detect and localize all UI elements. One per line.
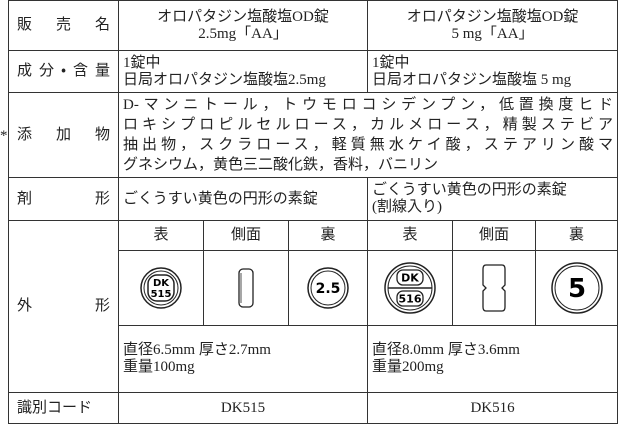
tablet-mark: 516 (399, 293, 422, 306)
label: 添加物 (8, 92, 119, 178)
line: 1錠中 (123, 54, 161, 71)
tablet-back: 2.5 (307, 267, 349, 309)
cell: D-マンニトール，トウモロコシデンプン，低置換度ヒド ロキシプロピルセルロース，… (117, 92, 619, 178)
line: グネシウム，黄色三二酸化鉄，香料，バニリン (123, 157, 439, 173)
label: 成分・含量 (8, 50, 119, 93)
cell: 直径6.5mm 厚さ2.7mm 重量100mg (117, 325, 369, 393)
view-header: 表 (367, 220, 454, 251)
view-header: 表 (118, 220, 204, 251)
cell: ごくうすい黄色の円形の素錠 (117, 177, 369, 221)
tablet-back: 5 (550, 262, 603, 314)
line: 直径6.5mm 厚さ2.7mm (123, 342, 271, 358)
row: 剤形 ごくうすい黄色の円形の素錠 ごくうすい黄色の円形の素錠 (割線入り) (8, 177, 619, 221)
line: 日局オロパタジン塩酸塩 5 mg (372, 71, 572, 88)
line: (割線入り) (372, 199, 443, 215)
row: 外形 表 側面 裏 表 側面 裏 (8, 220, 619, 393)
tablet-mark: 515 (151, 289, 172, 300)
line: 重量200mg (372, 359, 444, 375)
line: 5 mg「AA」 (451, 25, 534, 42)
line: ごくうすい黄色の円形の素錠 (372, 182, 567, 198)
tablet-front: DK 515 (140, 267, 182, 309)
label: 販売名 (8, 0, 119, 51)
line: ごくうすい黄色の円形の素錠 (123, 190, 318, 207)
line: 日局オロパタジン塩酸塩2.5mg (123, 71, 326, 88)
row: 直径6.5mm 厚さ2.7mm 重量100mg 直径8.0mm 厚さ3.6mm 重量… (9, 325, 619, 393)
line: オロパタジン塩酸塩OD錠 (157, 8, 329, 25)
label: 剤形 (8, 177, 119, 221)
tablet-mark: DK (401, 272, 419, 285)
tablet-side (238, 268, 254, 308)
view-header: 裏 (535, 220, 619, 251)
tablet-mark: DK (153, 278, 170, 289)
cell: DK515 (117, 392, 369, 424)
line: 重量100mg (123, 359, 195, 375)
cell: オロパタジン塩酸塩OD錠 5 mg「AA」 (367, 0, 619, 51)
line: オロパタジン塩酸塩OD錠 (406, 8, 579, 25)
line: 1錠中 (372, 54, 410, 71)
label: 識別コード (8, 392, 119, 424)
view-header: 側面 (452, 220, 537, 251)
view-header: 裏 (287, 220, 369, 251)
cell (203, 250, 289, 326)
cell: 5 (535, 250, 619, 326)
label: 外形 (8, 220, 119, 393)
cell: DK 515 (118, 250, 204, 326)
row: 成分・含量 1錠中 日局オロパタジン塩酸塩2.5mg 1錠中 日局オロパタジン塩酸塩… (8, 50, 619, 93)
side-mark: * (0, 128, 8, 144)
row: 販売名 オロパタジン塩酸塩OD錠 2.5mg「AA」 オロパタジン塩酸塩OD錠 5 … (8, 0, 619, 51)
line: 抽出物，スクラロース，軽質無水ケイ酸，ステアリン酸マ (123, 137, 614, 153)
tablet-mark: 5 (567, 274, 585, 304)
row: 添加物 D-マンニトール，トウモロコシデンプン，低置換度ヒド ロキシプロピルセル… (8, 92, 619, 178)
cell: 1錠中 日局オロパタジン塩酸塩2.5mg (117, 50, 369, 93)
view-header: 側面 (203, 220, 289, 251)
cell: 1錠中 日局オロパタジン塩酸塩 5 mg (367, 50, 619, 93)
tablet-side (482, 264, 506, 312)
line: ロキシプロピルセルロース，カルメロース，精製ステビア (123, 117, 614, 133)
cell: ごくうすい黄色の円形の素錠 (割線入り) (367, 177, 619, 221)
cell: 直径8.0mm 厚さ3.6mm 重量200mg (367, 325, 619, 393)
line: 2.5mg「AA」 (198, 25, 288, 42)
cell: 2.5 (287, 250, 369, 326)
row: 識別コード DK515 DK516 (8, 392, 619, 424)
line: D-マンニトール，トウモロコシデンプン，低置換度ヒド (123, 97, 614, 113)
row: DK 515 2.5 DK 516 5 (9, 250, 619, 326)
tablet-front: DK 516 (384, 262, 436, 314)
cell: DK516 (367, 392, 619, 424)
cell: DK 516 (367, 250, 454, 326)
tablet-mark: 2.5 (316, 281, 341, 297)
line: 直径8.0mm 厚さ3.6mm (372, 342, 520, 358)
cell (452, 250, 537, 326)
cell: オロパタジン塩酸塩OD錠 2.5mg「AA」 (117, 0, 369, 51)
drug-table: 販売名 オロパタジン塩酸塩OD錠 2.5mg「AA」 オロパタジン塩酸塩OD錠 5 … (8, 0, 619, 424)
